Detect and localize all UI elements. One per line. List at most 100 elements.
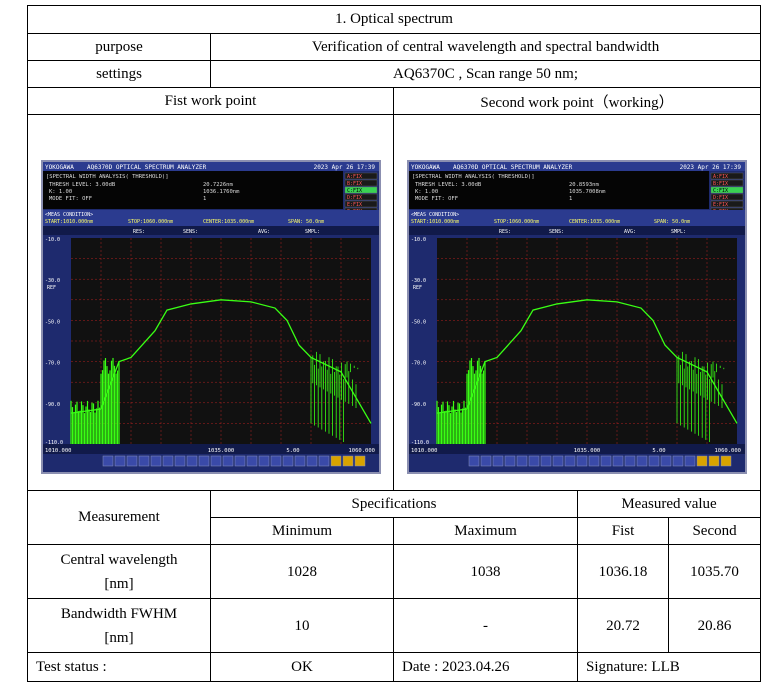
osa-date: 2023 Apr 26 17:39 [313,164,375,171]
osa-side-label: D:FIX [347,195,362,201]
osa-toolbar-button [210,455,221,467]
osa-toolbar [468,455,732,467]
osa-side-label: A:FIX [713,174,728,180]
osa-noise-fill [436,351,725,444]
osa-span: SPAN: 50.0nm [654,219,690,225]
osa-side-key [710,179,744,187]
first-osa-cell: YOKOGAWA AQ6370D OPTICAL SPECTRUM ANALYZE… [27,114,394,491]
osa-res-bar [42,226,379,235]
second-osa-cell: YOKOGAWA AQ6370D OPTICAL SPECTRUM ANALYZE… [392,114,762,491]
row-min: 1028 [210,544,394,599]
osa-smpl: SMPL: [671,229,686,235]
osa-side-label: B:FIX [347,181,362,187]
osa-toolbar-button [552,455,564,467]
osa-side-label: B:FIX [713,181,728,187]
osa-model: AQ6370D OPTICAL SPECTRUM ANALYZER [453,164,573,171]
osa-span: SPAN: 50.0nm [288,219,324,225]
measured-value-header: Measured value [576,490,762,518]
purpose-label: purpose [27,33,211,61]
row-second: 20.86 [667,598,762,653]
osa-meas-bar [42,210,379,226]
row-min: 10 [210,598,394,653]
section-title: 1. Optical spectrum [26,5,762,34]
measurement-header: Measurement [27,490,211,545]
second-work-point-header: Second work point（working） [392,87,762,115]
second-osa-screenshot: YOKOGAWA AQ6370D OPTICAL SPECTRUM ANALYZE… [407,160,748,474]
osa-side-key [344,200,377,208]
osa-toolbar-button [492,455,504,467]
osa-toolbar-button [600,455,612,467]
osa-x-stop: 1060.000 [715,448,742,454]
first-work-point-header: Fist work point [27,87,394,115]
osa-stop: STOP:1060.000nm [128,219,173,225]
osa-info-panel [42,171,343,209]
osa-toolbar-button [624,455,636,467]
osa-title-bar [42,162,379,171]
osa-k: K: 1.00 [49,189,72,195]
osa-smpl: SMPL: [305,229,320,235]
row-max: - [393,598,578,653]
osa-info-panel [409,171,710,209]
osa-res-bar [409,226,746,235]
osa-side-label: D:FIX [713,195,728,201]
specifications-header: Specifications [210,490,578,518]
osa-toolbar-button [708,455,720,467]
osa-model: AQ6370D OPTICAL SPECTRUM ANALYZER [87,164,207,171]
osa-toolbar-button [528,455,540,467]
osa-toolbar-button [588,455,600,467]
osa-side-label: C:FIX [713,188,728,194]
osa-y-tick: -70.0 [411,361,426,367]
osa-y-tick: -110.0 [411,440,429,446]
osa-toolbar-button [114,455,125,467]
osa-toolbar-button [480,455,492,467]
osa-center: CENTER:1035.000nm [203,219,254,225]
osa-toolbar-button [636,455,648,467]
osa-toolbar-button [696,455,708,467]
osa-mode-value: 1 [569,196,572,202]
osa-toolbar-button [612,455,624,467]
osa-brand: YOKOGAWA [411,164,440,171]
osa-sens: SENS: [183,229,198,235]
osa-toolbar-button [684,455,696,467]
osa-x-label-bar [409,444,746,454]
osa-toolbar-button [318,455,329,467]
table-row: Central wavelength [nm] 1028 1038 1036.18… [27,544,762,599]
osa-side-key [710,172,744,180]
osa-y-tick: -110.0 [45,440,63,446]
osa-toolbar-button [138,455,149,467]
osa-toolbar-button [354,455,365,467]
osa-x-start: 1010.000 [411,448,438,454]
osa-toolbar-button [102,455,113,467]
osa-modefit: MODE FIT: OFF [49,196,92,202]
fist-header: Fist [577,517,669,545]
osa-toolbar-button [294,455,305,467]
osa-start: START:1010.000nm [411,219,459,225]
osa-y-tick: -50.0 [45,319,60,325]
osa-toolbar-button [516,455,528,467]
osa-side-key [344,193,377,201]
osa-toolbar-button [258,455,269,467]
osa-x-div: 5.00 [652,448,665,454]
osa-meas-condition: <MEAS CONDITION> [45,212,93,218]
osa-y-tick: -30.0 [45,278,60,284]
osa-toolbar-button [564,455,576,467]
test-status-label: Test status : [27,652,211,682]
osa-toolbar-button [222,455,233,467]
osa-ref-label: REF [413,285,422,291]
osa-toolbar-button [162,455,173,467]
osa-toolbar-button [342,455,353,467]
first-osa-screenshot: YOKOGAWA AQ6370D OPTICAL SPECTRUM ANALYZE… [40,160,381,474]
osa-toolbar-button [126,455,137,467]
osa-y-tick: -70.0 [45,361,60,367]
osa-side-key [344,179,377,187]
osa-toolbar-button [540,455,552,467]
test-status-value: OK [210,652,394,682]
osa-toolbar-button [648,455,660,467]
osa-avg: AVG: [258,229,270,235]
osa-thresh: THRESH LEVEL: 3.00dB [415,182,482,188]
settings-label: settings [27,60,211,88]
osa-side-key [344,186,377,194]
osa-mode-value: 1 [203,196,206,202]
osa-x-center: 1035.000 [574,448,601,454]
osa-x-start: 1010.000 [45,448,72,454]
